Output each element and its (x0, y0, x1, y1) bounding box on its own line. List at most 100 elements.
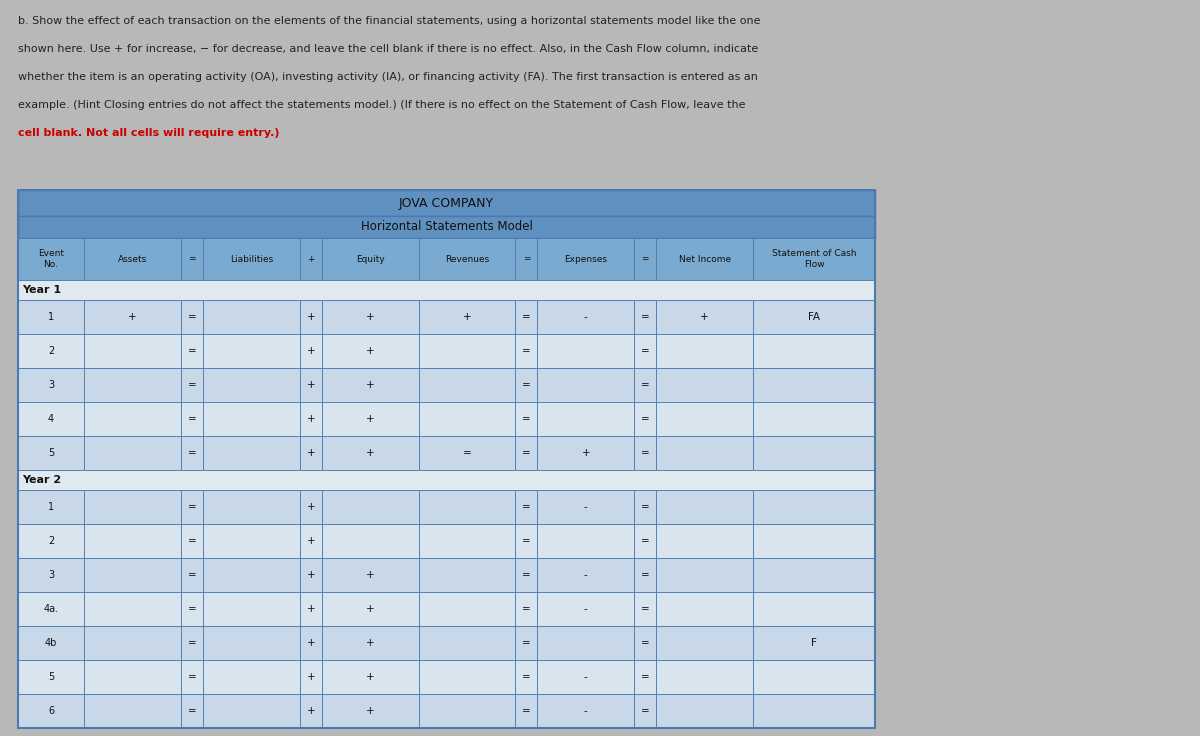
Bar (634, 334, 656, 368)
Bar (181, 558, 203, 592)
Text: F: F (811, 638, 817, 648)
Bar (656, 694, 754, 728)
Text: +: + (306, 448, 316, 458)
Text: -: - (584, 570, 588, 580)
Text: 4a.: 4a. (43, 604, 59, 614)
Bar (538, 436, 634, 470)
Text: 4b: 4b (44, 638, 58, 648)
Text: =: = (641, 536, 649, 546)
Text: =: = (187, 414, 197, 424)
Bar (181, 660, 203, 694)
Text: -: - (584, 312, 588, 322)
Bar (203, 558, 300, 592)
Bar (203, 694, 300, 728)
Text: -: - (584, 502, 588, 512)
Bar (754, 334, 875, 368)
Bar (419, 694, 515, 728)
Text: =: = (522, 312, 530, 322)
Text: =: = (522, 502, 530, 512)
Bar (322, 368, 419, 402)
Bar (419, 490, 515, 524)
Text: +: + (366, 312, 374, 322)
Text: =: = (641, 380, 649, 390)
Bar (419, 626, 515, 660)
Bar (538, 592, 634, 626)
Text: =: = (187, 502, 197, 512)
Text: +: + (366, 672, 374, 682)
Text: =: = (187, 570, 197, 580)
Bar (515, 524, 538, 558)
Bar (538, 660, 634, 694)
Text: +: + (306, 502, 316, 512)
Text: =: = (522, 414, 530, 424)
Text: b. Show the effect of each transaction on the elements of the financial statemen: b. Show the effect of each transaction o… (18, 16, 761, 26)
Text: =: = (641, 672, 649, 682)
Bar (18, 334, 84, 368)
Text: =: = (522, 638, 530, 648)
Text: =: = (187, 312, 197, 322)
Text: -: - (584, 672, 588, 682)
Text: +: + (366, 604, 374, 614)
Text: +: + (306, 604, 316, 614)
Bar (634, 592, 656, 626)
Bar (538, 300, 634, 334)
Text: +: + (306, 638, 316, 648)
Bar (18, 402, 84, 436)
Bar (181, 626, 203, 660)
Bar (515, 238, 538, 280)
Text: Horizontal Statements Model: Horizontal Statements Model (360, 221, 533, 233)
Bar (754, 694, 875, 728)
Text: =: = (187, 346, 197, 356)
Bar (203, 524, 300, 558)
Bar (754, 490, 875, 524)
Bar (203, 238, 300, 280)
Bar (18, 300, 84, 334)
Bar (322, 558, 419, 592)
Bar (300, 558, 322, 592)
Bar (18, 470, 875, 490)
Text: =: = (187, 604, 197, 614)
Text: =: = (641, 706, 649, 716)
Bar (515, 300, 538, 334)
Bar (300, 368, 322, 402)
Bar (656, 402, 754, 436)
Text: 1: 1 (48, 312, 54, 322)
Bar (656, 334, 754, 368)
Text: cell blank. Not all cells will require entry.): cell blank. Not all cells will require e… (18, 128, 280, 138)
Bar (84, 694, 181, 728)
Text: =: = (187, 380, 197, 390)
Text: =: = (641, 570, 649, 580)
Bar (538, 626, 634, 660)
Bar (754, 558, 875, 592)
Bar (515, 490, 538, 524)
Bar (656, 524, 754, 558)
Bar (18, 238, 84, 280)
Bar (515, 694, 538, 728)
Text: +: + (306, 706, 316, 716)
Text: 2: 2 (48, 536, 54, 546)
Bar (18, 660, 84, 694)
Text: =: = (641, 638, 649, 648)
Bar (181, 524, 203, 558)
Bar (656, 368, 754, 402)
Bar (18, 216, 875, 238)
Bar (300, 436, 322, 470)
Bar (300, 524, 322, 558)
Bar (419, 334, 515, 368)
Text: FA: FA (808, 312, 820, 322)
Text: +: + (306, 346, 316, 356)
Bar (18, 558, 84, 592)
Bar (754, 368, 875, 402)
Text: 3: 3 (48, 570, 54, 580)
Bar (84, 300, 181, 334)
Bar (300, 300, 322, 334)
Bar (84, 524, 181, 558)
Text: Event
No.: Event No. (38, 250, 64, 269)
Bar (419, 592, 515, 626)
Bar (18, 190, 875, 728)
Bar (419, 436, 515, 470)
Bar (322, 592, 419, 626)
Text: =: = (641, 604, 649, 614)
Bar (634, 490, 656, 524)
Text: +: + (366, 638, 374, 648)
